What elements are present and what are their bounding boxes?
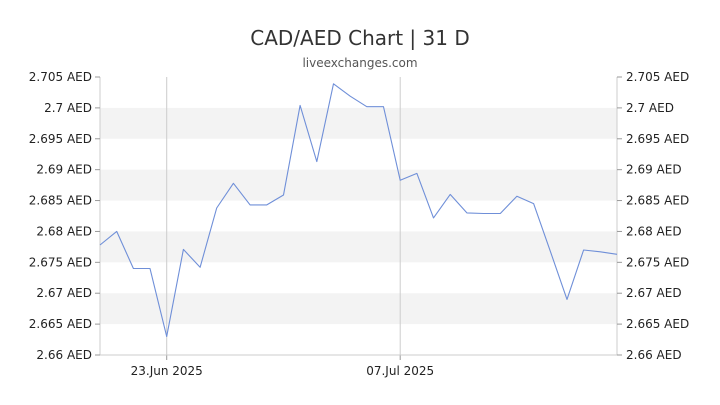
y-tick-label-right: 2.66 AED bbox=[626, 348, 682, 362]
y-tick-label-right: 2.68 AED bbox=[626, 224, 682, 238]
data-point bbox=[616, 253, 618, 255]
data-point bbox=[199, 266, 201, 268]
y-tick-label-left: 2.67 AED bbox=[36, 286, 92, 300]
grid-band bbox=[100, 169, 617, 201]
chart-title: CAD/AED Chart | 31 D bbox=[250, 26, 470, 50]
y-tick-label-right: 2.7 AED bbox=[626, 101, 674, 115]
y-tick-label-left: 2.68 AED bbox=[36, 224, 92, 238]
y-tick-label-right: 2.69 AED bbox=[626, 163, 682, 177]
data-point bbox=[582, 249, 584, 251]
data-point bbox=[149, 267, 151, 269]
grid-band bbox=[100, 107, 617, 139]
y-tick-label-left: 2.675 AED bbox=[29, 255, 92, 269]
y-tick-label-right: 2.675 AED bbox=[626, 255, 689, 269]
x-tick-label: 07.Jul 2025 bbox=[366, 364, 434, 378]
data-point bbox=[416, 172, 418, 174]
data-point bbox=[132, 267, 134, 269]
data-point bbox=[382, 105, 384, 107]
data-point bbox=[332, 83, 334, 85]
data-point bbox=[399, 179, 401, 181]
data-point bbox=[299, 104, 301, 106]
chart-subtitle: liveexchanges.com bbox=[302, 56, 418, 70]
data-point bbox=[432, 217, 434, 219]
data-point bbox=[482, 212, 484, 214]
y-tick-label-left: 2.66 AED bbox=[36, 348, 92, 362]
y-tick-label-right: 2.695 AED bbox=[626, 132, 689, 146]
y-tick-label-right: 2.705 AED bbox=[626, 70, 689, 84]
data-point bbox=[316, 160, 318, 162]
series-line bbox=[99, 83, 618, 338]
data-point bbox=[449, 193, 451, 195]
data-point bbox=[549, 250, 551, 252]
y-tick-label-right: 2.685 AED bbox=[626, 194, 689, 208]
y-tick-label-right: 2.67 AED bbox=[626, 286, 682, 300]
data-point bbox=[349, 95, 351, 97]
y-tick-label-left: 2.685 AED bbox=[29, 194, 92, 208]
data-point bbox=[249, 204, 251, 206]
y-tick-label-left: 2.695 AED bbox=[29, 132, 92, 146]
data-point bbox=[499, 212, 501, 214]
data-point bbox=[99, 244, 101, 246]
y-tick-label-left: 2.705 AED bbox=[29, 70, 92, 84]
data-point bbox=[566, 298, 568, 300]
data-point bbox=[166, 335, 168, 337]
data-point bbox=[366, 105, 368, 107]
data-point bbox=[182, 248, 184, 250]
data-point bbox=[516, 195, 518, 197]
x-tick-label: 23.Jun 2025 bbox=[131, 364, 203, 378]
data-point bbox=[466, 212, 468, 214]
grid-band bbox=[100, 293, 617, 325]
data-point bbox=[599, 251, 601, 253]
data-point bbox=[115, 230, 117, 232]
data-point bbox=[216, 207, 218, 209]
grid-band bbox=[100, 231, 617, 263]
data-point bbox=[282, 194, 284, 196]
y-tick-label-left: 2.69 AED bbox=[36, 163, 92, 177]
y-tick-label-left: 2.7 AED bbox=[44, 101, 92, 115]
data-point bbox=[532, 202, 534, 204]
data-point bbox=[266, 204, 268, 206]
y-tick-label-left: 2.665 AED bbox=[29, 317, 92, 331]
data-point bbox=[232, 182, 234, 184]
y-tick-label-right: 2.665 AED bbox=[626, 317, 689, 331]
